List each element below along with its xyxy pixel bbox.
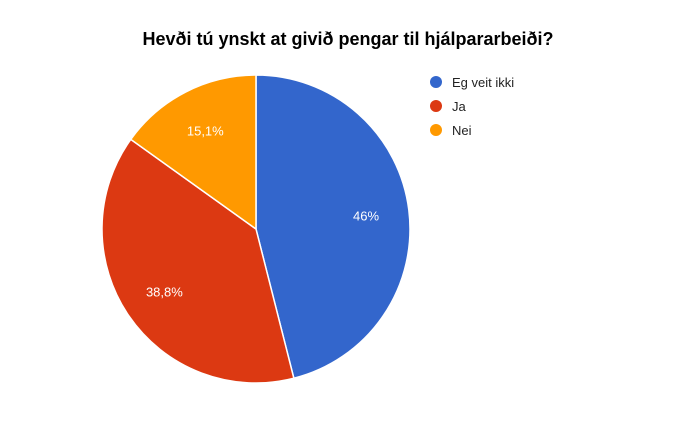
chart-title: Hevði tú ynskt at givið pengar til hjálp… [142, 29, 553, 49]
legend-label-nei: Nei [452, 123, 472, 138]
pie-slice-nei [129, 74, 257, 231]
legend: Eg veit ikki Ja Nei [430, 75, 514, 138]
pie-slice-ja [101, 138, 295, 384]
pie-slices [101, 74, 411, 384]
legend-label-eg-veit-ikki: Eg veit ikki [452, 75, 514, 90]
legend-swatch-ja [430, 100, 442, 112]
pie-slice-labels: 46% 38,8% 15,1% [146, 123, 379, 299]
legend-swatch-eg-veit-ikki [430, 76, 442, 88]
slice-label-eg-veit-ikki: 46% [353, 208, 379, 223]
legend-swatch-nei [430, 124, 442, 136]
pie-slice-eg-veit-ikki [255, 74, 411, 380]
legend-label-ja: Ja [452, 99, 467, 114]
slice-label-ja: 38,8% [146, 285, 183, 300]
slice-label-nei: 15,1% [187, 123, 224, 138]
